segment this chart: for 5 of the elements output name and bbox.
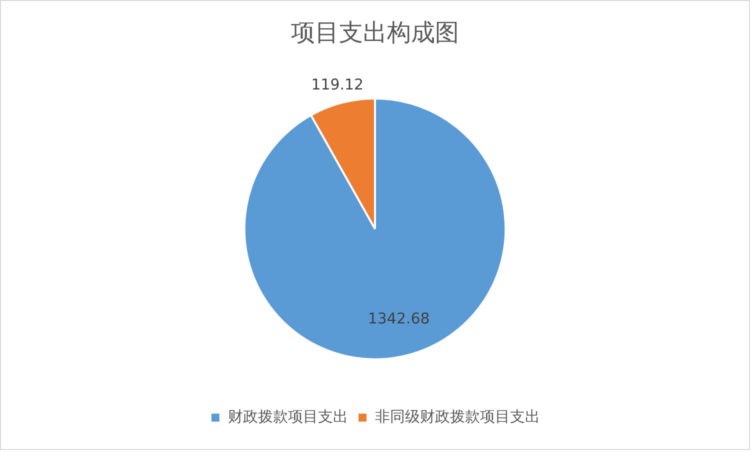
data-label: 119.12: [311, 75, 364, 94]
legend-label: 非同级财政拨款项目支出: [375, 408, 540, 426]
legend-label: 财政拨款项目支出: [228, 408, 348, 426]
data-label: 1342.68: [368, 310, 430, 328]
chart-title: 项目支出构成图: [290, 18, 460, 46]
